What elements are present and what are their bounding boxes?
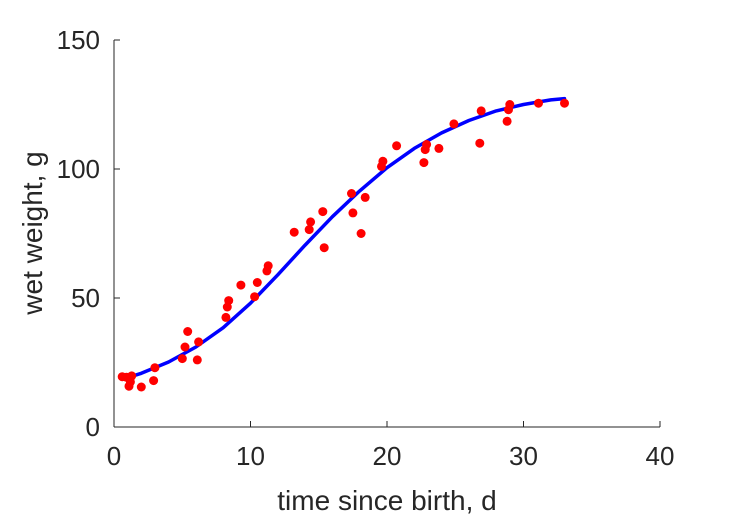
- data-point: [221, 312, 231, 322]
- data-point: [476, 106, 486, 116]
- data-point: [252, 278, 262, 287]
- x-tick-label: 40: [646, 441, 675, 471]
- data-point: [419, 158, 429, 168]
- data-point: [183, 327, 193, 336]
- data-point: [449, 119, 459, 129]
- data-point: [434, 143, 444, 153]
- data-point: [347, 189, 356, 198]
- data-point: [534, 98, 543, 108]
- data-point: [306, 217, 316, 227]
- y-tick-label: 0: [86, 412, 100, 442]
- data-point: [505, 100, 515, 109]
- x-tick-label: 10: [236, 441, 265, 471]
- data-point: [236, 280, 246, 290]
- data-point: [263, 261, 273, 271]
- data-points-layer: [117, 98, 569, 392]
- data-point: [149, 376, 159, 386]
- data-point: [194, 337, 204, 347]
- x-ticks: 0 10 20 30 40: [107, 421, 675, 471]
- data-point: [180, 342, 190, 352]
- data-point: [136, 382, 146, 392]
- data-point: [192, 355, 202, 365]
- data-point: [127, 371, 137, 381]
- data-point: [289, 227, 299, 237]
- plot-area: 0 10 20 30 40 0 50 100 150: [57, 25, 675, 471]
- y-tick-label: 100: [57, 154, 100, 184]
- y-tick-label: 150: [57, 25, 100, 55]
- y-axis-label: wet weight, g: [17, 151, 48, 315]
- x-tick-label: 30: [509, 441, 538, 471]
- data-point: [560, 98, 569, 108]
- y-ticks: 0 50 100 150: [57, 25, 120, 442]
- data-point: [304, 225, 314, 235]
- data-point: [422, 140, 432, 149]
- data-point: [177, 354, 187, 364]
- y-tick-label: 50: [71, 283, 100, 313]
- x-tick-label: 20: [373, 441, 402, 471]
- data-point: [150, 363, 160, 373]
- fit-curve-layer: [120, 96, 567, 382]
- data-point: [502, 116, 512, 126]
- data-point: [392, 141, 402, 151]
- data-point: [318, 207, 328, 217]
- data-point: [360, 192, 370, 202]
- data-point: [348, 208, 358, 218]
- x-tick-label: 0: [107, 441, 121, 471]
- data-point: [319, 243, 329, 253]
- data-point: [356, 229, 366, 238]
- data-point: [224, 296, 234, 306]
- x-axis-label: time since birth, d: [277, 485, 496, 516]
- data-point: [250, 292, 260, 302]
- data-point: [378, 156, 388, 166]
- fit-curve: [120, 96, 567, 382]
- data-point: [475, 138, 485, 148]
